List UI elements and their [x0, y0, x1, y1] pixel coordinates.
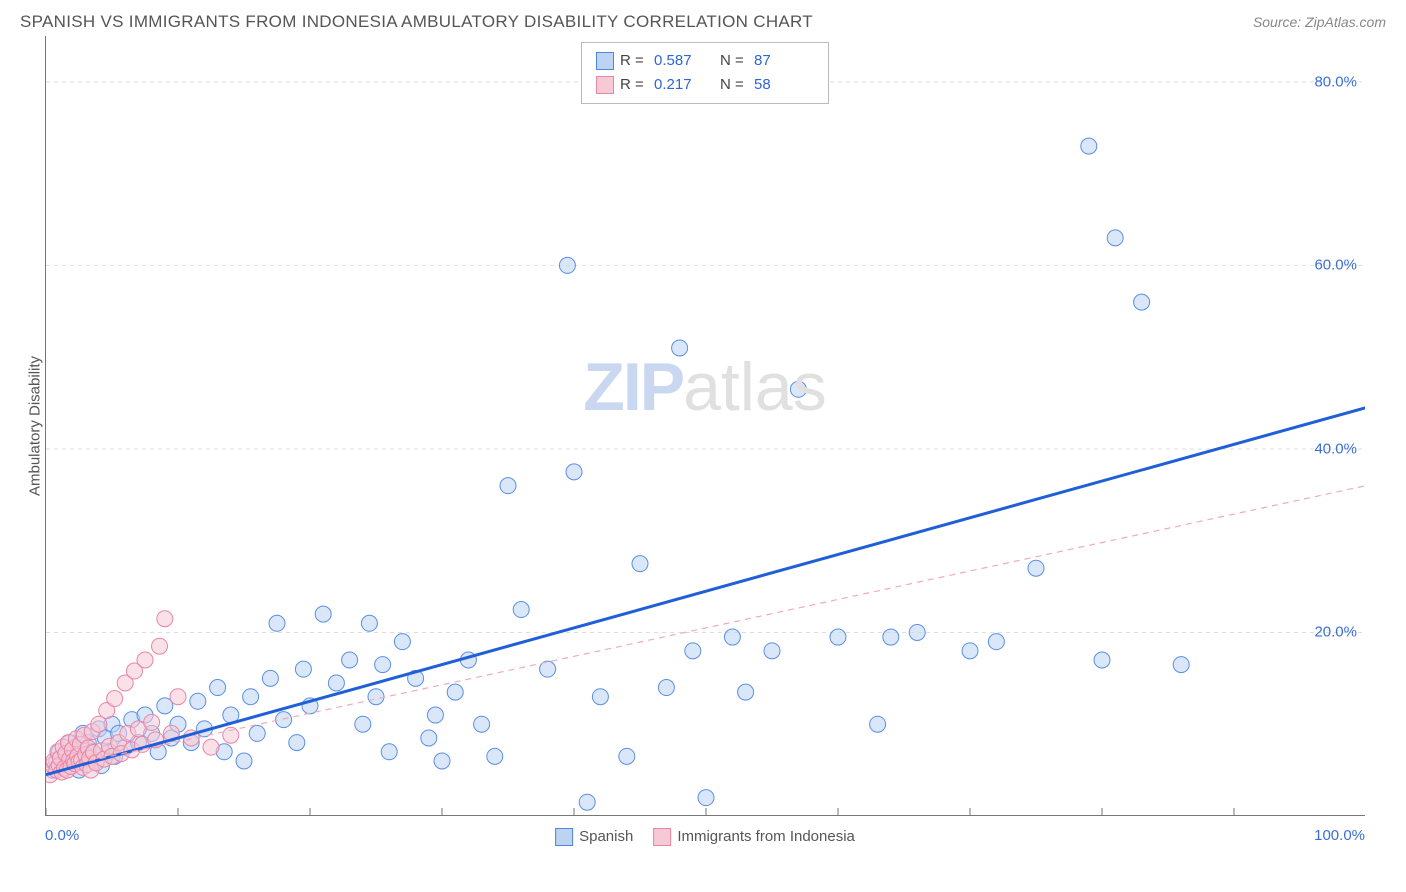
data-point — [243, 689, 259, 705]
legend-row: R =0.217N =58 — [596, 73, 814, 97]
data-point — [1094, 652, 1110, 668]
r-value: 0.217 — [654, 73, 714, 97]
data-point — [672, 340, 688, 356]
data-point — [223, 727, 239, 743]
data-point — [790, 381, 806, 397]
data-point — [269, 615, 285, 631]
data-point — [658, 680, 674, 696]
data-point — [375, 657, 391, 673]
n-value: 87 — [754, 49, 814, 73]
data-point — [144, 714, 160, 730]
data-point — [152, 638, 168, 654]
x-tick-label: 100.0% — [1314, 827, 1365, 844]
data-point — [1107, 230, 1123, 246]
source-attribution: Source: ZipAtlas.com — [1253, 14, 1386, 30]
r-label: R = — [620, 73, 648, 97]
x-tick-label: 0.0% — [45, 827, 79, 844]
data-point — [295, 661, 311, 677]
n-value: 58 — [754, 73, 814, 97]
y-tick-label: 40.0% — [1314, 440, 1357, 457]
data-point — [276, 712, 292, 728]
data-point — [137, 652, 153, 668]
data-point — [394, 634, 410, 650]
data-point — [1028, 560, 1044, 576]
trend-line — [46, 486, 1365, 770]
data-point — [962, 643, 978, 659]
data-point — [434, 753, 450, 769]
data-point — [764, 643, 780, 659]
legend-label: Immigrants from Indonesia — [677, 828, 855, 845]
data-point — [381, 744, 397, 760]
chart-area: Ambulatory Disability ZIPatlas R =0.587N… — [45, 36, 1365, 816]
data-point — [698, 790, 714, 806]
data-point — [500, 478, 516, 494]
data-point — [592, 689, 608, 705]
data-point — [210, 680, 226, 696]
legend-item: Spanish — [555, 828, 633, 846]
y-tick-label: 80.0% — [1314, 73, 1357, 90]
data-point — [1173, 657, 1189, 673]
data-point — [328, 675, 344, 691]
data-point — [203, 739, 219, 755]
data-point — [566, 464, 582, 480]
data-point — [830, 629, 846, 645]
chart-header: SPANISH VS IMMIGRANTS FROM INDONESIA AMB… — [0, 0, 1406, 36]
legend-swatch — [596, 52, 614, 70]
data-point — [513, 602, 529, 618]
n-label: N = — [720, 49, 748, 73]
data-point — [289, 735, 305, 751]
data-point — [988, 634, 1004, 650]
series-legend: Spanish Immigrants from Indonesia — [555, 828, 855, 846]
data-point — [236, 753, 252, 769]
data-point — [157, 611, 173, 627]
data-point — [474, 716, 490, 732]
data-point — [315, 606, 331, 622]
data-point — [421, 730, 437, 746]
data-point — [619, 748, 635, 764]
data-point — [170, 689, 186, 705]
y-tick-label: 20.0% — [1314, 624, 1357, 641]
data-point — [107, 691, 123, 707]
data-point — [579, 794, 595, 810]
data-point — [685, 643, 701, 659]
data-point — [487, 748, 503, 764]
data-point — [738, 684, 754, 700]
legend-label: Spanish — [579, 828, 633, 845]
correlation-legend: R =0.587N =87R =0.217N =58 — [581, 42, 829, 104]
data-point — [632, 556, 648, 572]
data-point — [883, 629, 899, 645]
y-axis-label: Ambulatory Disability — [27, 356, 44, 496]
legend-swatch — [555, 828, 573, 846]
legend-item: Immigrants from Indonesia — [653, 828, 855, 846]
chart-title: SPANISH VS IMMIGRANTS FROM INDONESIA AMB… — [20, 12, 813, 32]
data-point — [427, 707, 443, 723]
data-point — [724, 629, 740, 645]
data-point — [1081, 138, 1097, 154]
data-point — [361, 615, 377, 631]
legend-swatch — [653, 828, 671, 846]
legend-row: R =0.587N =87 — [596, 49, 814, 73]
trend-line — [46, 408, 1365, 775]
data-point — [190, 693, 206, 709]
data-point — [447, 684, 463, 700]
source-name: ZipAtlas.com — [1305, 14, 1386, 30]
legend-swatch — [596, 76, 614, 94]
data-point — [559, 257, 575, 273]
data-point — [368, 689, 384, 705]
data-point — [870, 716, 886, 732]
data-point — [342, 652, 358, 668]
source-prefix: Source: — [1253, 14, 1305, 30]
data-point — [262, 670, 278, 686]
data-point — [249, 725, 265, 741]
data-point — [355, 716, 371, 732]
y-tick-label: 60.0% — [1314, 257, 1357, 274]
r-label: R = — [620, 49, 648, 73]
scatter-plot — [45, 36, 1365, 816]
r-value: 0.587 — [654, 49, 714, 73]
n-label: N = — [720, 73, 748, 97]
data-point — [909, 624, 925, 640]
data-point — [1134, 294, 1150, 310]
